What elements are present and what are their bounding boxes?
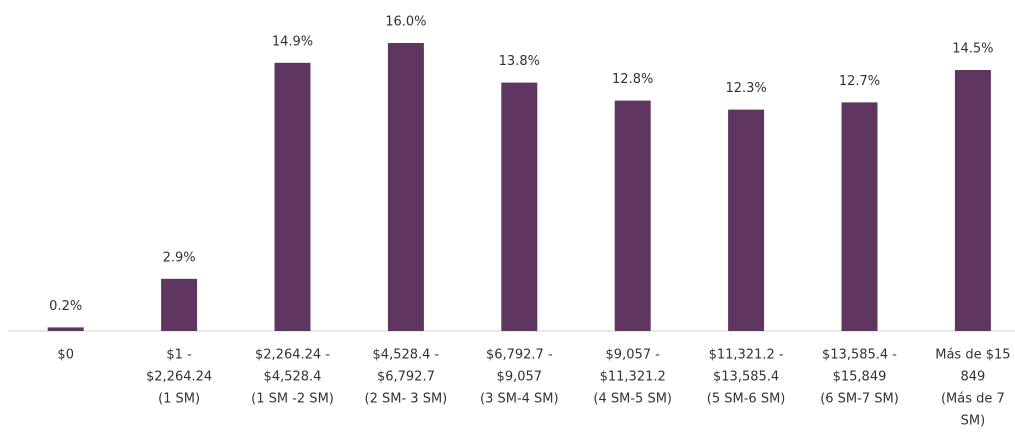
value-label: 12.3% xyxy=(725,81,766,96)
x-tick-label: (5 SM-6 SM) xyxy=(707,392,786,407)
x-tick-label: $9,057 - xyxy=(606,348,661,363)
value-label: 14.9% xyxy=(272,34,313,49)
bar xyxy=(387,43,424,331)
x-tick-label: 849 xyxy=(960,370,985,385)
value-label: 14.5% xyxy=(952,42,993,57)
x-tick-label: Más de $15 xyxy=(935,348,1010,363)
x-tick-label: (3 SM-4 SM) xyxy=(480,392,559,407)
x-tick-label: $4,528.4 - xyxy=(373,348,440,363)
bar xyxy=(841,102,878,332)
x-tick-label: (Más de 7 xyxy=(941,392,1005,407)
x-tick-label: $13,585.4 - xyxy=(822,348,897,363)
bar xyxy=(728,109,765,331)
x-tick-label: (2 SM- 3 SM) xyxy=(365,392,448,407)
x-tick-label: (6 SM-7 SM) xyxy=(820,392,899,407)
value-label: 2.9% xyxy=(163,250,196,265)
x-tick-label: $9,057 xyxy=(497,370,543,385)
x-tick-label: $1 - xyxy=(166,348,192,363)
x-tick-label: $11,321.2 - xyxy=(709,348,784,363)
x-tick-label: (4 SM-5 SM) xyxy=(593,392,672,407)
value-label: 12.8% xyxy=(612,72,653,87)
x-tick-label: $6,792.7 - xyxy=(486,348,553,363)
bar xyxy=(274,62,311,332)
x-tick-label: $2,264.24 - xyxy=(255,348,330,363)
x-tick-label: (1 SM) xyxy=(158,392,200,407)
value-label: 12.7% xyxy=(839,74,880,89)
bar xyxy=(954,70,991,331)
x-tick-label: $2,264.24 xyxy=(146,370,212,385)
bar xyxy=(47,327,84,331)
x-tick-label: (1 SM -2 SM) xyxy=(251,392,334,407)
value-label: 13.8% xyxy=(499,54,540,69)
value-label: 0.2% xyxy=(49,299,82,314)
value-label: 16.0% xyxy=(385,15,426,30)
x-tick-label: $11,321.2 xyxy=(600,370,666,385)
x-tick-label: $6,792.7 xyxy=(377,370,435,385)
x-tick-label: $13,585.4 xyxy=(713,370,779,385)
x-tick-label: $15,849 xyxy=(833,370,887,385)
x-tick-label: SM) xyxy=(961,414,986,429)
x-tick-label: $4,528.4 xyxy=(264,370,322,385)
bar xyxy=(501,82,538,331)
bar xyxy=(161,278,198,331)
x-tick-label: $0 xyxy=(57,348,74,363)
bar xyxy=(614,100,651,331)
